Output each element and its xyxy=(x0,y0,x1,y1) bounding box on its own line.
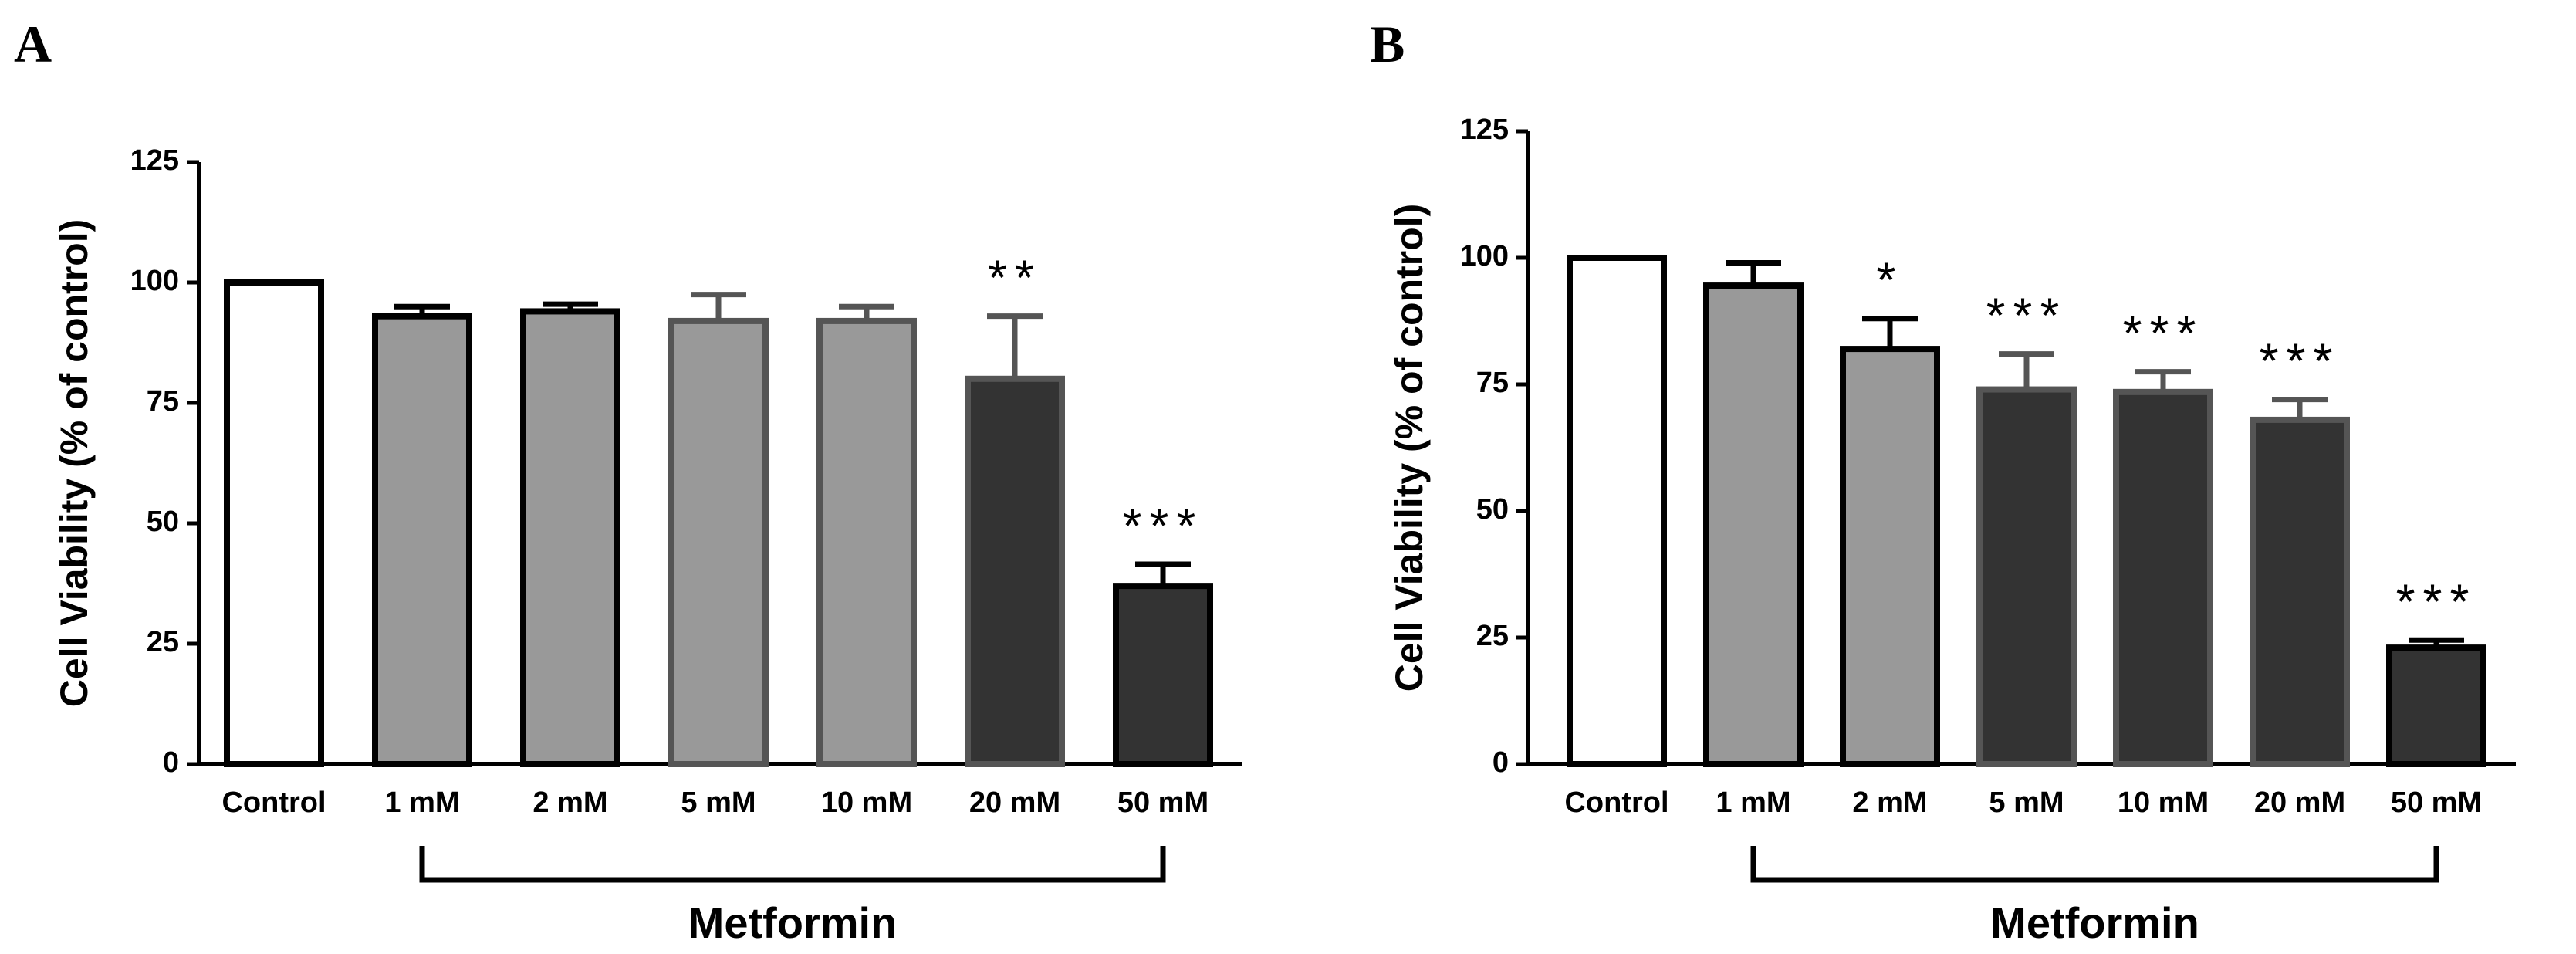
x-tick-label: 50 mM xyxy=(1117,787,1209,819)
significance-label: *** xyxy=(1986,288,2067,343)
group-bracket xyxy=(1750,846,2439,883)
bar xyxy=(1703,282,1804,767)
bar xyxy=(2113,388,2213,767)
significance-label: *** xyxy=(2123,306,2204,361)
bar xyxy=(816,317,917,768)
bar xyxy=(1113,583,1213,767)
panel-letter: B xyxy=(1370,15,1405,73)
x-tick-label: 10 mM xyxy=(821,787,912,819)
significance-label: *** xyxy=(2260,333,2341,389)
bar xyxy=(1840,346,1940,767)
group-label: Metformin xyxy=(688,898,898,947)
bar xyxy=(2250,416,2350,767)
bar xyxy=(1567,255,1667,767)
panel-b: B Cell Viability (% of control) 0 25 50 75 100… xyxy=(1370,15,2516,947)
y-tick-label: 50 xyxy=(147,506,179,538)
bar xyxy=(2386,644,2486,767)
x-tick-label: 2 mM xyxy=(532,787,607,819)
group-label: Metformin xyxy=(1990,898,2199,947)
panel-a: A Cell Viability (% of control) 0 25 50 75 100… xyxy=(14,15,1242,947)
x-tick-label: Control xyxy=(1564,787,1668,819)
y-tick-label: 0 xyxy=(163,746,179,779)
panel-letter: A xyxy=(14,15,52,73)
significance-label: *** xyxy=(1123,498,1204,553)
x-tick-label: 20 mM xyxy=(2254,787,2345,819)
y-tick-label: 75 xyxy=(147,385,179,418)
bar xyxy=(372,313,472,767)
x-tick-label: 1 mM xyxy=(1716,787,1790,819)
bar xyxy=(1976,386,2077,767)
group-bracket xyxy=(419,846,1166,883)
bar xyxy=(520,308,620,767)
bar xyxy=(224,279,324,767)
x-tick-label: 1 mM xyxy=(384,787,459,819)
y-axis-label: Cell Viability (% of control) xyxy=(1388,204,1431,692)
bar xyxy=(668,317,769,768)
y-tick-label: 25 xyxy=(1476,620,1509,652)
x-tick-label: 2 mM xyxy=(1852,787,1927,819)
significance-label: *** xyxy=(2396,573,2477,629)
y-tick-label: 100 xyxy=(1460,240,1509,272)
y-tick-label: 25 xyxy=(147,626,179,658)
x-tick-label: 5 mM xyxy=(681,787,756,819)
y-tick-label: 75 xyxy=(1476,367,1509,399)
x-tick-label: 5 mM xyxy=(1989,787,2064,819)
y-tick-label: 100 xyxy=(130,265,179,297)
y-tick-label: 0 xyxy=(1493,746,1509,779)
x-tick-label: Control xyxy=(221,787,326,819)
significance-label: * xyxy=(1877,252,1904,308)
x-tick-label: 50 mM xyxy=(2391,787,2482,819)
significance-label: ** xyxy=(988,250,1042,306)
x-tick-label: 20 mM xyxy=(969,787,1060,819)
x-tick-label: 10 mM xyxy=(2118,787,2209,819)
y-axis-label: Cell Viability (% of control) xyxy=(52,219,96,707)
y-tick-label: 125 xyxy=(1460,113,1509,146)
y-tick-label: 125 xyxy=(130,144,179,177)
bar xyxy=(965,375,1065,767)
y-tick-label: 50 xyxy=(1476,493,1509,526)
